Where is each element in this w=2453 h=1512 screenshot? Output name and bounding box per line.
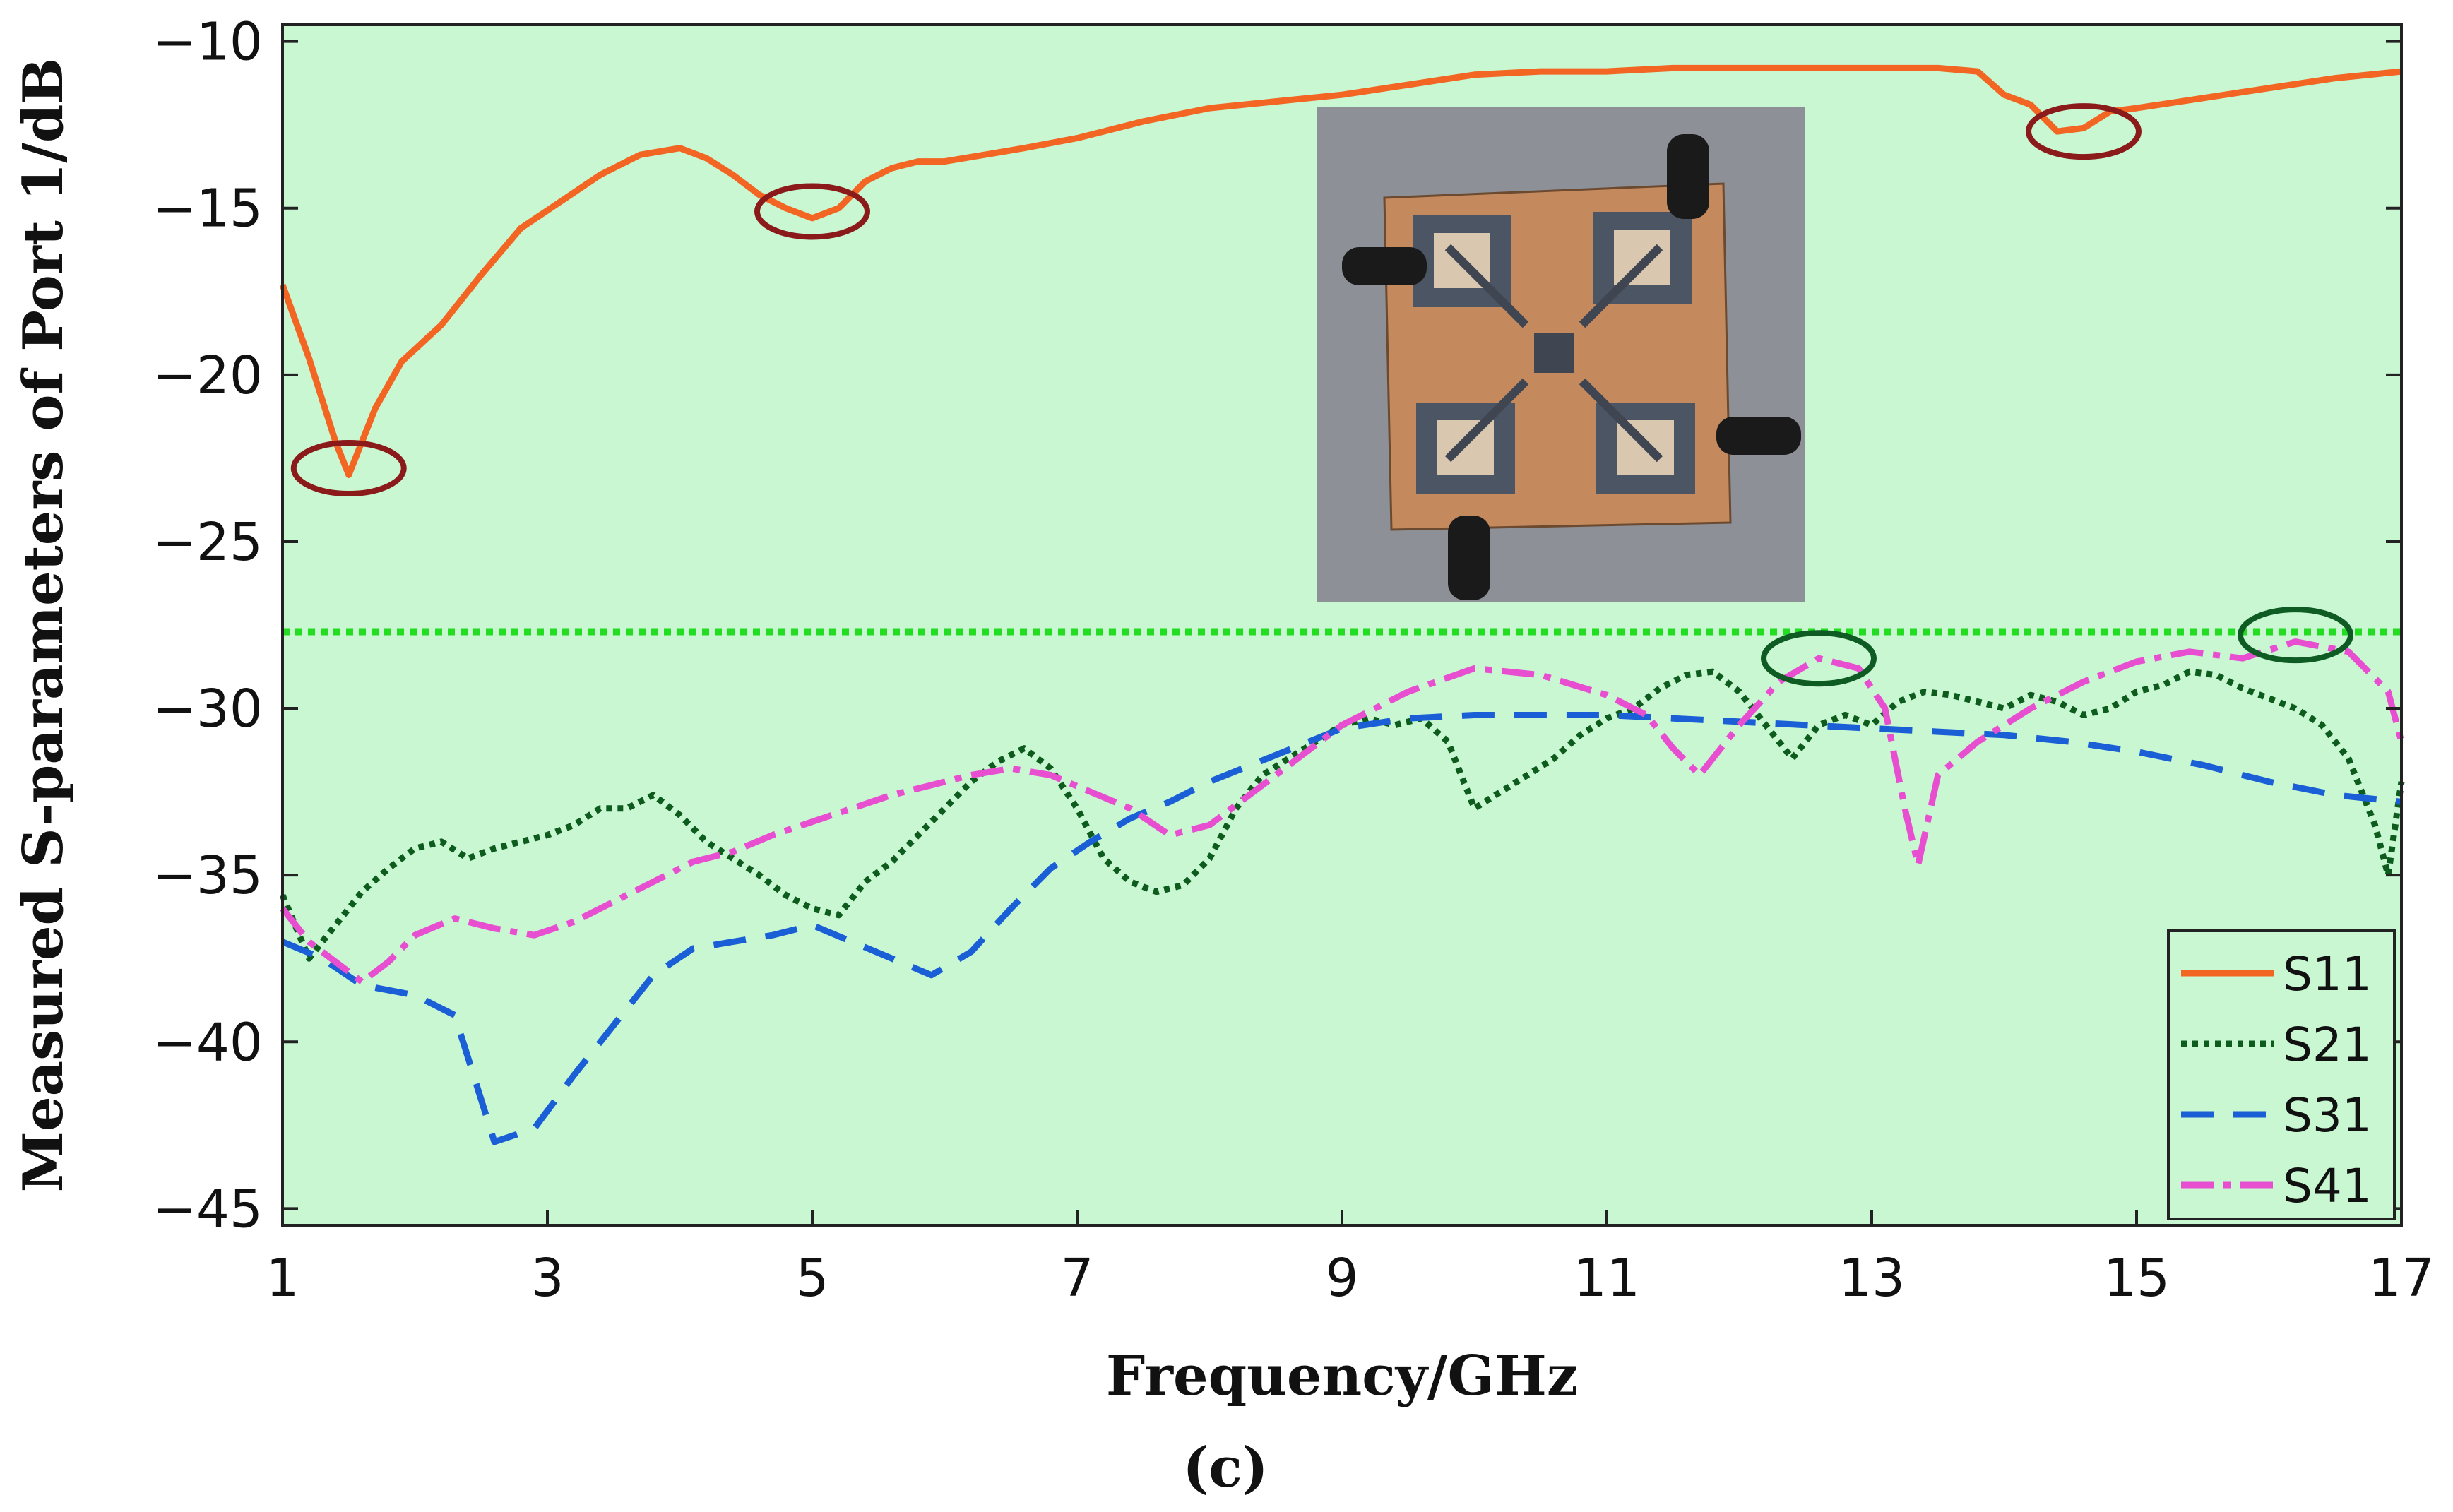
y-tick-label: −30 [153, 679, 263, 739]
inset-photo [1317, 107, 1805, 602]
patch-grid [1614, 230, 1670, 285]
annotation-ellipse [2238, 607, 2353, 664]
series-line-s11 [279, 64, 2402, 478]
sma-connector [1448, 516, 1490, 600]
legend-label-s31: S31 [2283, 1088, 2372, 1143]
y-tick-label: −20 [153, 345, 263, 406]
y-tick-label: −40 [153, 1012, 263, 1073]
annotation-ellipse [2026, 103, 2142, 160]
x-tick-label: 13 [1839, 1248, 1905, 1309]
legend-label-s21: S21 [2283, 1018, 2372, 1072]
legend-box [2167, 929, 2396, 1220]
figure-caption: (c) [1182, 1436, 1268, 1500]
feed-slot [1444, 244, 1529, 328]
x-tick-label: 9 [1325, 1248, 1358, 1309]
y-tick-label: −45 [153, 1179, 263, 1239]
x-tick-label: 17 [2368, 1248, 2435, 1309]
x-tick-label: 5 [795, 1248, 828, 1309]
feed-slot [1579, 244, 1663, 328]
legend-label-s41: S41 [2283, 1159, 2372, 1213]
y-tick-label: −10 [153, 12, 263, 73]
annotation-ellipse [290, 440, 407, 497]
center-square [1534, 333, 1574, 373]
patch-grid [1437, 420, 1494, 475]
feed-slot [1444, 378, 1529, 463]
feed-slot [1579, 378, 1663, 463]
y-axis-title: Measured S-parameters of Port 1/dB [11, 58, 76, 1193]
tick-layer: 1 3 5 7 9 11 13 15 17−10−15−20−25−30−35−40−45 [153, 12, 2435, 1309]
y-tick-label: −15 [153, 179, 263, 239]
series-line-s31 [281, 712, 2402, 1145]
series-line-s41 [280, 638, 2405, 985]
legend: S11 S21 S31 S41 [2167, 929, 2396, 1220]
y-tick-label: −35 [153, 845, 263, 906]
y-tick-label: −25 [153, 512, 263, 573]
legend-label-s11: S11 [2283, 947, 2372, 1001]
sma-connector [1342, 247, 1427, 285]
x-tick-label: 11 [1574, 1248, 1640, 1309]
annotation-ellipse [754, 183, 870, 240]
sma-connector [1667, 134, 1709, 219]
x-tick-label: 15 [2103, 1248, 2170, 1309]
x-tick-label: 3 [530, 1248, 564, 1309]
x-tick-label: 7 [1060, 1248, 1093, 1309]
annotation-layer [290, 103, 2353, 687]
x-axis-title: Frequency/GHz [1106, 1344, 1578, 1408]
series-layer [279, 64, 2405, 1145]
sma-connector [1716, 417, 1801, 455]
x-tick-label: 1 [266, 1248, 299, 1309]
annotation-ellipse [1761, 630, 1877, 687]
